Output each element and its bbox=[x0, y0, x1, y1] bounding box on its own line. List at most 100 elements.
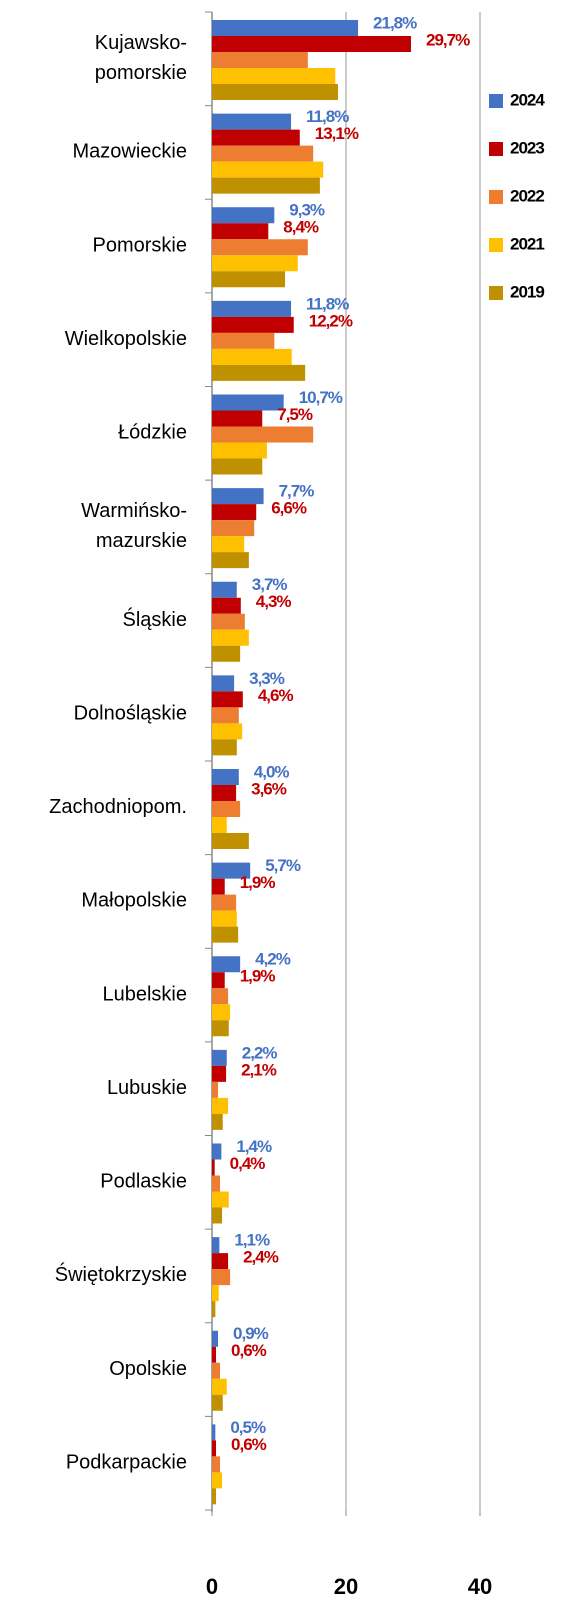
bar bbox=[212, 1097, 229, 1114]
bar bbox=[212, 1440, 217, 1457]
bar bbox=[212, 20, 359, 36]
value-label: 3,7% bbox=[252, 575, 288, 594]
bar bbox=[212, 410, 263, 427]
bar bbox=[212, 426, 314, 443]
value-label: 2,2% bbox=[242, 1043, 278, 1062]
y-tick-label: Łódzkie bbox=[118, 422, 187, 444]
bar bbox=[212, 1020, 229, 1037]
bar bbox=[212, 1301, 216, 1318]
bar bbox=[212, 1207, 223, 1224]
y-tick-label: Kujawsko-pomorskie bbox=[95, 32, 187, 84]
bar bbox=[212, 1159, 215, 1176]
legend-label: 2022 bbox=[510, 186, 544, 205]
bar bbox=[212, 1394, 223, 1411]
value-label: 11,8% bbox=[306, 294, 349, 313]
value-label: 0,5% bbox=[230, 1418, 266, 1437]
legend-swatch bbox=[489, 142, 503, 156]
x-tick-label: 20 bbox=[334, 1574, 358, 1599]
bar bbox=[212, 52, 308, 68]
value-label: 29,7% bbox=[426, 30, 470, 49]
value-label: 2,4% bbox=[243, 1248, 279, 1267]
value-label: 5,7% bbox=[265, 856, 301, 875]
value-label: 11,8% bbox=[306, 107, 349, 126]
x-tick-label: 0 bbox=[206, 1574, 218, 1599]
bar bbox=[212, 723, 243, 740]
value-label: 1,4% bbox=[236, 1137, 272, 1156]
bar bbox=[212, 332, 275, 349]
bar bbox=[212, 520, 255, 537]
legend-swatch bbox=[489, 94, 503, 108]
bar bbox=[212, 271, 286, 288]
value-label: 4,6% bbox=[258, 686, 294, 705]
bar bbox=[212, 1253, 229, 1270]
value-label: 12,2% bbox=[309, 311, 353, 330]
bar bbox=[212, 597, 241, 614]
bar bbox=[212, 1081, 219, 1098]
bar bbox=[212, 972, 225, 989]
bar bbox=[212, 769, 239, 785]
legend-label: 2019 bbox=[510, 282, 544, 301]
y-tick-label: Opolskie bbox=[109, 1358, 187, 1380]
bar bbox=[212, 316, 294, 333]
bar bbox=[212, 645, 241, 662]
y-tick-label: Podlaskie bbox=[100, 1171, 187, 1193]
bar bbox=[212, 1143, 222, 1160]
bar bbox=[212, 613, 245, 630]
value-label: 10,7% bbox=[299, 388, 343, 407]
bar bbox=[212, 785, 237, 801]
y-tick-label: Mazowieckie bbox=[73, 141, 187, 163]
y-tick-label: Małopolskie bbox=[81, 890, 187, 912]
y-tick-label: Lubuskie bbox=[107, 1077, 187, 1099]
value-label: 2,1% bbox=[241, 1060, 277, 1079]
bar bbox=[212, 1456, 221, 1473]
value-label: 1,1% bbox=[234, 1231, 270, 1250]
value-label: 13,1% bbox=[315, 124, 359, 143]
legend-swatch bbox=[489, 190, 503, 204]
value-label: 0,6% bbox=[231, 1435, 267, 1454]
y-tick-label: Dolnośląskie bbox=[74, 702, 187, 724]
value-label: 7,5% bbox=[277, 405, 313, 424]
bar bbox=[212, 536, 245, 553]
bar bbox=[212, 1362, 221, 1379]
value-label: 4,2% bbox=[255, 950, 291, 969]
bar bbox=[212, 1004, 231, 1021]
bar bbox=[212, 364, 306, 381]
bar bbox=[212, 161, 324, 178]
bar bbox=[212, 348, 292, 365]
bar bbox=[212, 1113, 223, 1130]
bar bbox=[212, 36, 411, 52]
bar bbox=[212, 833, 249, 849]
bar bbox=[212, 691, 243, 708]
value-label: 3,6% bbox=[251, 779, 287, 798]
legend-label: 2024 bbox=[510, 90, 545, 109]
bar bbox=[212, 394, 284, 411]
bar bbox=[212, 817, 227, 833]
bar bbox=[212, 1378, 227, 1395]
value-label: 9,3% bbox=[289, 201, 325, 220]
bar bbox=[212, 988, 229, 1005]
bar bbox=[212, 1424, 216, 1441]
value-label: 21,8% bbox=[373, 13, 417, 32]
bar bbox=[212, 1330, 219, 1347]
value-label: 3,3% bbox=[249, 669, 285, 688]
legend-swatch bbox=[489, 286, 503, 300]
value-label: 6,6% bbox=[271, 499, 307, 518]
value-label: 0,9% bbox=[233, 1324, 269, 1343]
bar bbox=[212, 1191, 229, 1208]
bar bbox=[212, 1175, 221, 1192]
bar bbox=[212, 1237, 220, 1254]
y-tick-label: Wielkopolskie bbox=[65, 328, 187, 350]
bar bbox=[212, 1472, 223, 1489]
bar bbox=[212, 739, 237, 756]
bar bbox=[212, 458, 263, 475]
bar bbox=[212, 129, 300, 146]
y-tick-label: Warmińsko-mazurskie bbox=[81, 500, 187, 552]
y-tick-label: Pomorskie bbox=[93, 234, 187, 256]
bar bbox=[212, 707, 239, 724]
bar bbox=[212, 629, 249, 646]
y-tick-label: Lubelskie bbox=[102, 983, 187, 1005]
bar bbox=[212, 581, 237, 598]
bar bbox=[212, 675, 235, 692]
bar bbox=[212, 1049, 227, 1066]
y-tick-label: Podkarpackie bbox=[66, 1451, 187, 1473]
